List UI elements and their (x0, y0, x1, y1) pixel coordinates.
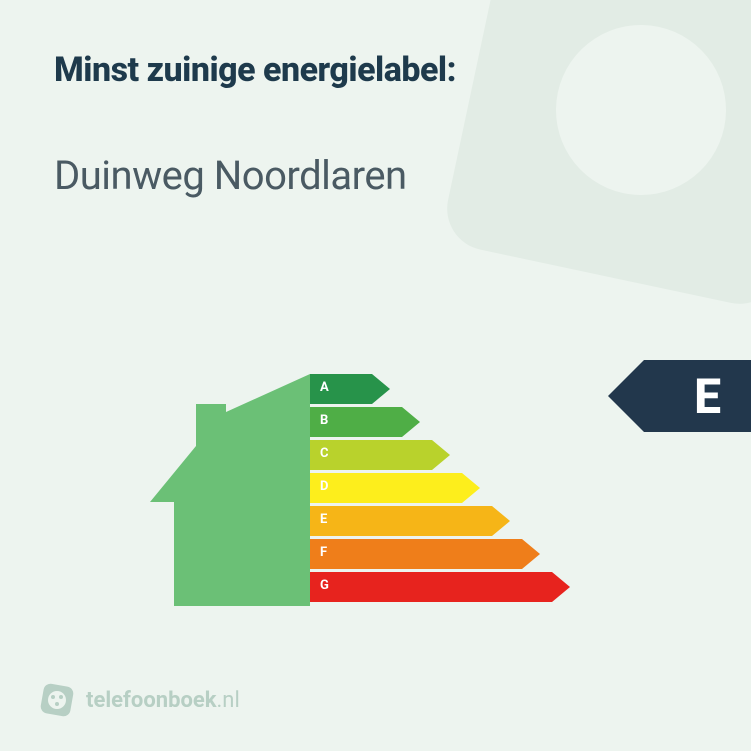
energy-bar-label: A (320, 380, 329, 395)
page-title: Minst zuinige energielabel: (54, 50, 697, 90)
brand-name: telefoonboek.nl (86, 688, 240, 713)
energy-bar-label: F (320, 545, 327, 560)
energy-label-diagram: A B C D E F G E (0, 340, 751, 640)
energy-bar-label: G (320, 578, 329, 593)
location-name: Duinweg Noordlaren (54, 152, 697, 199)
energy-bar-label: C (320, 446, 329, 461)
brand-name-bold: telefoonboek (86, 688, 217, 713)
footer: telefoonboek.nl (40, 683, 240, 717)
energy-bar-label: B (320, 413, 328, 428)
brand-logo-icon (40, 683, 74, 717)
house-icon (150, 374, 310, 606)
selected-label-badge: E (644, 360, 751, 432)
selected-label-letter: E (694, 368, 721, 425)
brand-name-tld: .nl (217, 688, 240, 713)
energy-bar-label: D (320, 479, 328, 494)
energy-bar-label: E (320, 512, 327, 527)
